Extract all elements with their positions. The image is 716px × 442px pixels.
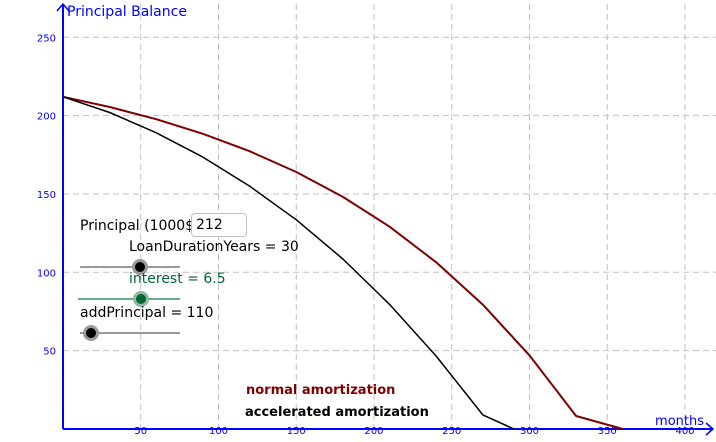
- x-tick-label: 200: [364, 426, 383, 437]
- y-axis-arrow: [56, 2, 70, 12]
- x-tick-label: 250: [442, 426, 461, 437]
- x-tick-label: 350: [598, 426, 617, 437]
- x-tick-label: 400: [675, 426, 694, 437]
- series-line-accelerated: [62, 96, 515, 430]
- interest-label: interest = 6.5: [129, 271, 226, 287]
- x-axis-arrow: [705, 422, 715, 436]
- x-tick-label: 50: [134, 426, 147, 437]
- interest-slider[interactable]: [78, 289, 180, 309]
- series-line-normal: [62, 95, 624, 430]
- interest-track: [78, 298, 180, 300]
- y-tick-label: 200: [37, 112, 56, 123]
- x-tick-label: 150: [287, 426, 306, 437]
- series-label-accelerated: accelerated amortization: [245, 405, 429, 420]
- principal-label: Principal (1000$):: [80, 218, 205, 234]
- interest-knob[interactable]: [133, 291, 149, 307]
- x-axis-label: months: [655, 414, 704, 429]
- y-tick-label: 150: [37, 190, 56, 201]
- loan-duration-slider[interactable]: [80, 257, 180, 277]
- x-tick-label: 300: [520, 426, 539, 437]
- y-tick-label: 100: [37, 268, 56, 279]
- loan-duration-label: LoanDurationYears = 30: [129, 239, 299, 255]
- add-principal-label: addPrincipal = 110: [80, 305, 214, 321]
- principal-input[interactable]: 212: [191, 213, 247, 237]
- loan-duration-knob[interactable]: [132, 259, 148, 275]
- y-axis-label: Principal Balance: [67, 4, 187, 20]
- loan-duration-track: [80, 266, 180, 268]
- add-principal-track: [80, 332, 180, 334]
- add-principal-slider[interactable]: [80, 323, 180, 343]
- x-tick-label: 100: [209, 426, 228, 437]
- y-tick-label: 50: [43, 347, 56, 358]
- series-label-normal: normal amortization: [246, 383, 395, 398]
- y-tick-label: 250: [37, 33, 56, 44]
- add-principal-knob[interactable]: [83, 325, 99, 341]
